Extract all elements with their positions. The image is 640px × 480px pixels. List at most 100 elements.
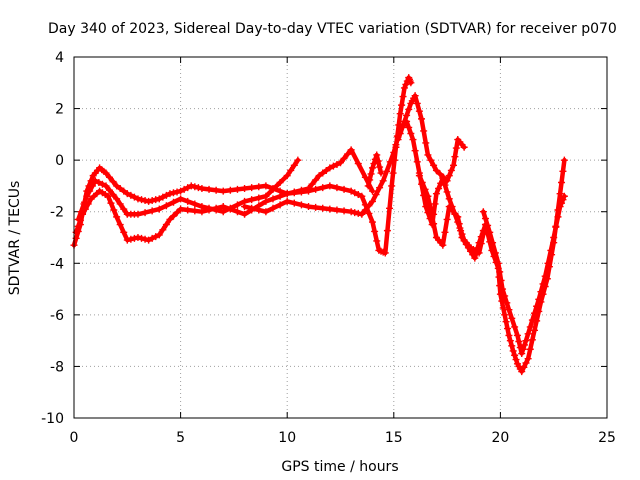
data-point	[148, 207, 156, 215]
data-point	[392, 141, 400, 149]
data-point	[319, 169, 327, 177]
x-tick-label: 25	[598, 430, 616, 446]
data-point	[233, 208, 241, 216]
data-point	[248, 184, 256, 192]
data-point	[276, 178, 284, 186]
data-point	[120, 228, 128, 236]
data-point	[205, 185, 213, 193]
data-point	[184, 206, 192, 214]
data-point	[290, 188, 298, 196]
data-point	[116, 185, 124, 193]
data-point	[123, 190, 131, 198]
data-point	[145, 236, 153, 244]
y-tick-label: 4	[55, 50, 64, 66]
data-point	[294, 156, 302, 164]
data-point	[198, 185, 206, 193]
data-point	[497, 276, 505, 284]
data-point	[347, 187, 355, 195]
data-point	[554, 213, 562, 221]
data-point	[484, 221, 492, 229]
data-point	[443, 188, 451, 196]
data-point	[191, 200, 199, 208]
data-point	[407, 129, 415, 137]
data-point	[162, 202, 170, 210]
data-point	[531, 326, 539, 334]
data-point	[407, 79, 415, 87]
data-point	[451, 153, 459, 161]
data-point	[455, 220, 463, 228]
series-band	[481, 193, 567, 356]
data-point	[361, 173, 369, 181]
data-point	[141, 197, 149, 205]
data-point	[508, 342, 516, 350]
data-point	[479, 208, 487, 216]
data-point	[326, 164, 334, 172]
data-point	[166, 190, 174, 198]
data-point	[398, 123, 406, 131]
data-point	[159, 226, 167, 234]
data-point	[411, 92, 419, 100]
data-point	[212, 206, 220, 214]
data-point	[269, 195, 277, 203]
series-layer	[70, 74, 568, 376]
data-point	[528, 316, 536, 324]
data-point	[432, 190, 440, 198]
data-point	[496, 268, 504, 276]
data-point	[386, 158, 394, 166]
data-point	[155, 205, 163, 213]
data-point	[226, 204, 234, 212]
x-tick-label: 5	[176, 430, 185, 446]
data-point	[373, 237, 381, 245]
data-point	[138, 234, 146, 242]
data-point	[262, 182, 270, 190]
data-point	[443, 177, 451, 185]
series-band	[417, 157, 567, 374]
data-point	[400, 117, 408, 125]
data-point	[390, 148, 398, 156]
data-point	[340, 185, 348, 193]
data-point	[403, 111, 411, 119]
data-point	[319, 184, 327, 192]
data-point	[74, 215, 82, 223]
data-point	[152, 196, 160, 204]
data-point	[509, 347, 517, 355]
data-point	[106, 173, 114, 181]
data-point	[269, 185, 277, 193]
data-point	[134, 234, 142, 241]
data-point	[326, 182, 334, 190]
data-point	[110, 206, 118, 214]
y-tick-label: -4	[50, 256, 64, 272]
data-point	[173, 188, 181, 196]
y-axis-label: SDTVAR / TECUs	[7, 181, 23, 296]
data-point	[519, 345, 527, 353]
data-point	[368, 218, 376, 226]
data-point	[528, 336, 536, 344]
data-point	[102, 169, 110, 177]
data-point	[134, 195, 142, 203]
data-point	[443, 215, 451, 223]
data-point	[116, 200, 124, 208]
data-point	[184, 184, 192, 192]
data-point	[418, 178, 426, 186]
data-point	[162, 221, 170, 229]
series-track-h	[364, 151, 385, 190]
data-point	[141, 209, 149, 217]
data-point	[370, 160, 378, 168]
data-point	[494, 259, 502, 267]
data-point	[83, 192, 91, 200]
data-point	[422, 139, 430, 147]
data-point	[503, 299, 511, 307]
data-point	[322, 166, 330, 174]
data-point	[405, 123, 413, 131]
data-point	[351, 189, 359, 197]
data-point	[399, 93, 407, 101]
data-point	[255, 183, 263, 191]
data-point	[312, 176, 320, 184]
data-point	[127, 191, 135, 199]
data-point	[537, 288, 545, 296]
data-point	[560, 192, 568, 200]
data-point	[556, 190, 564, 198]
data-point	[130, 193, 138, 201]
data-point	[113, 195, 121, 203]
